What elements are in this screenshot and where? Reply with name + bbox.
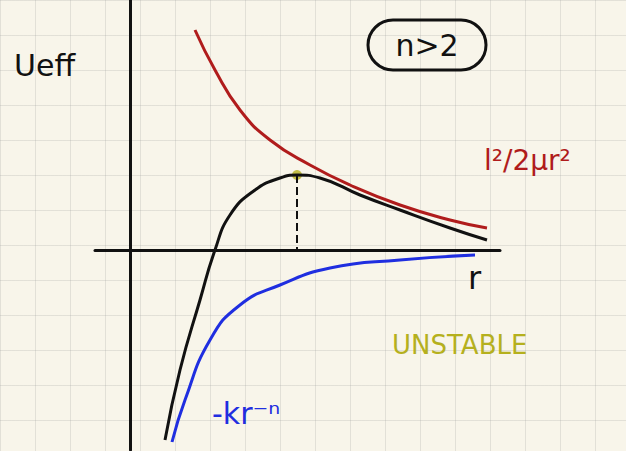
svg-text:n>2: n>2 (395, 28, 458, 63)
svg-text:l²/2μr²: l²/2μr² (484, 144, 571, 177)
svg-text:UNSTABLE: UNSTABLE (392, 330, 527, 360)
svg-text:r: r (468, 259, 482, 297)
svg-text:-kr⁻ⁿ: -kr⁻ⁿ (212, 396, 280, 431)
svg-text:Ueff: Ueff (14, 48, 76, 83)
